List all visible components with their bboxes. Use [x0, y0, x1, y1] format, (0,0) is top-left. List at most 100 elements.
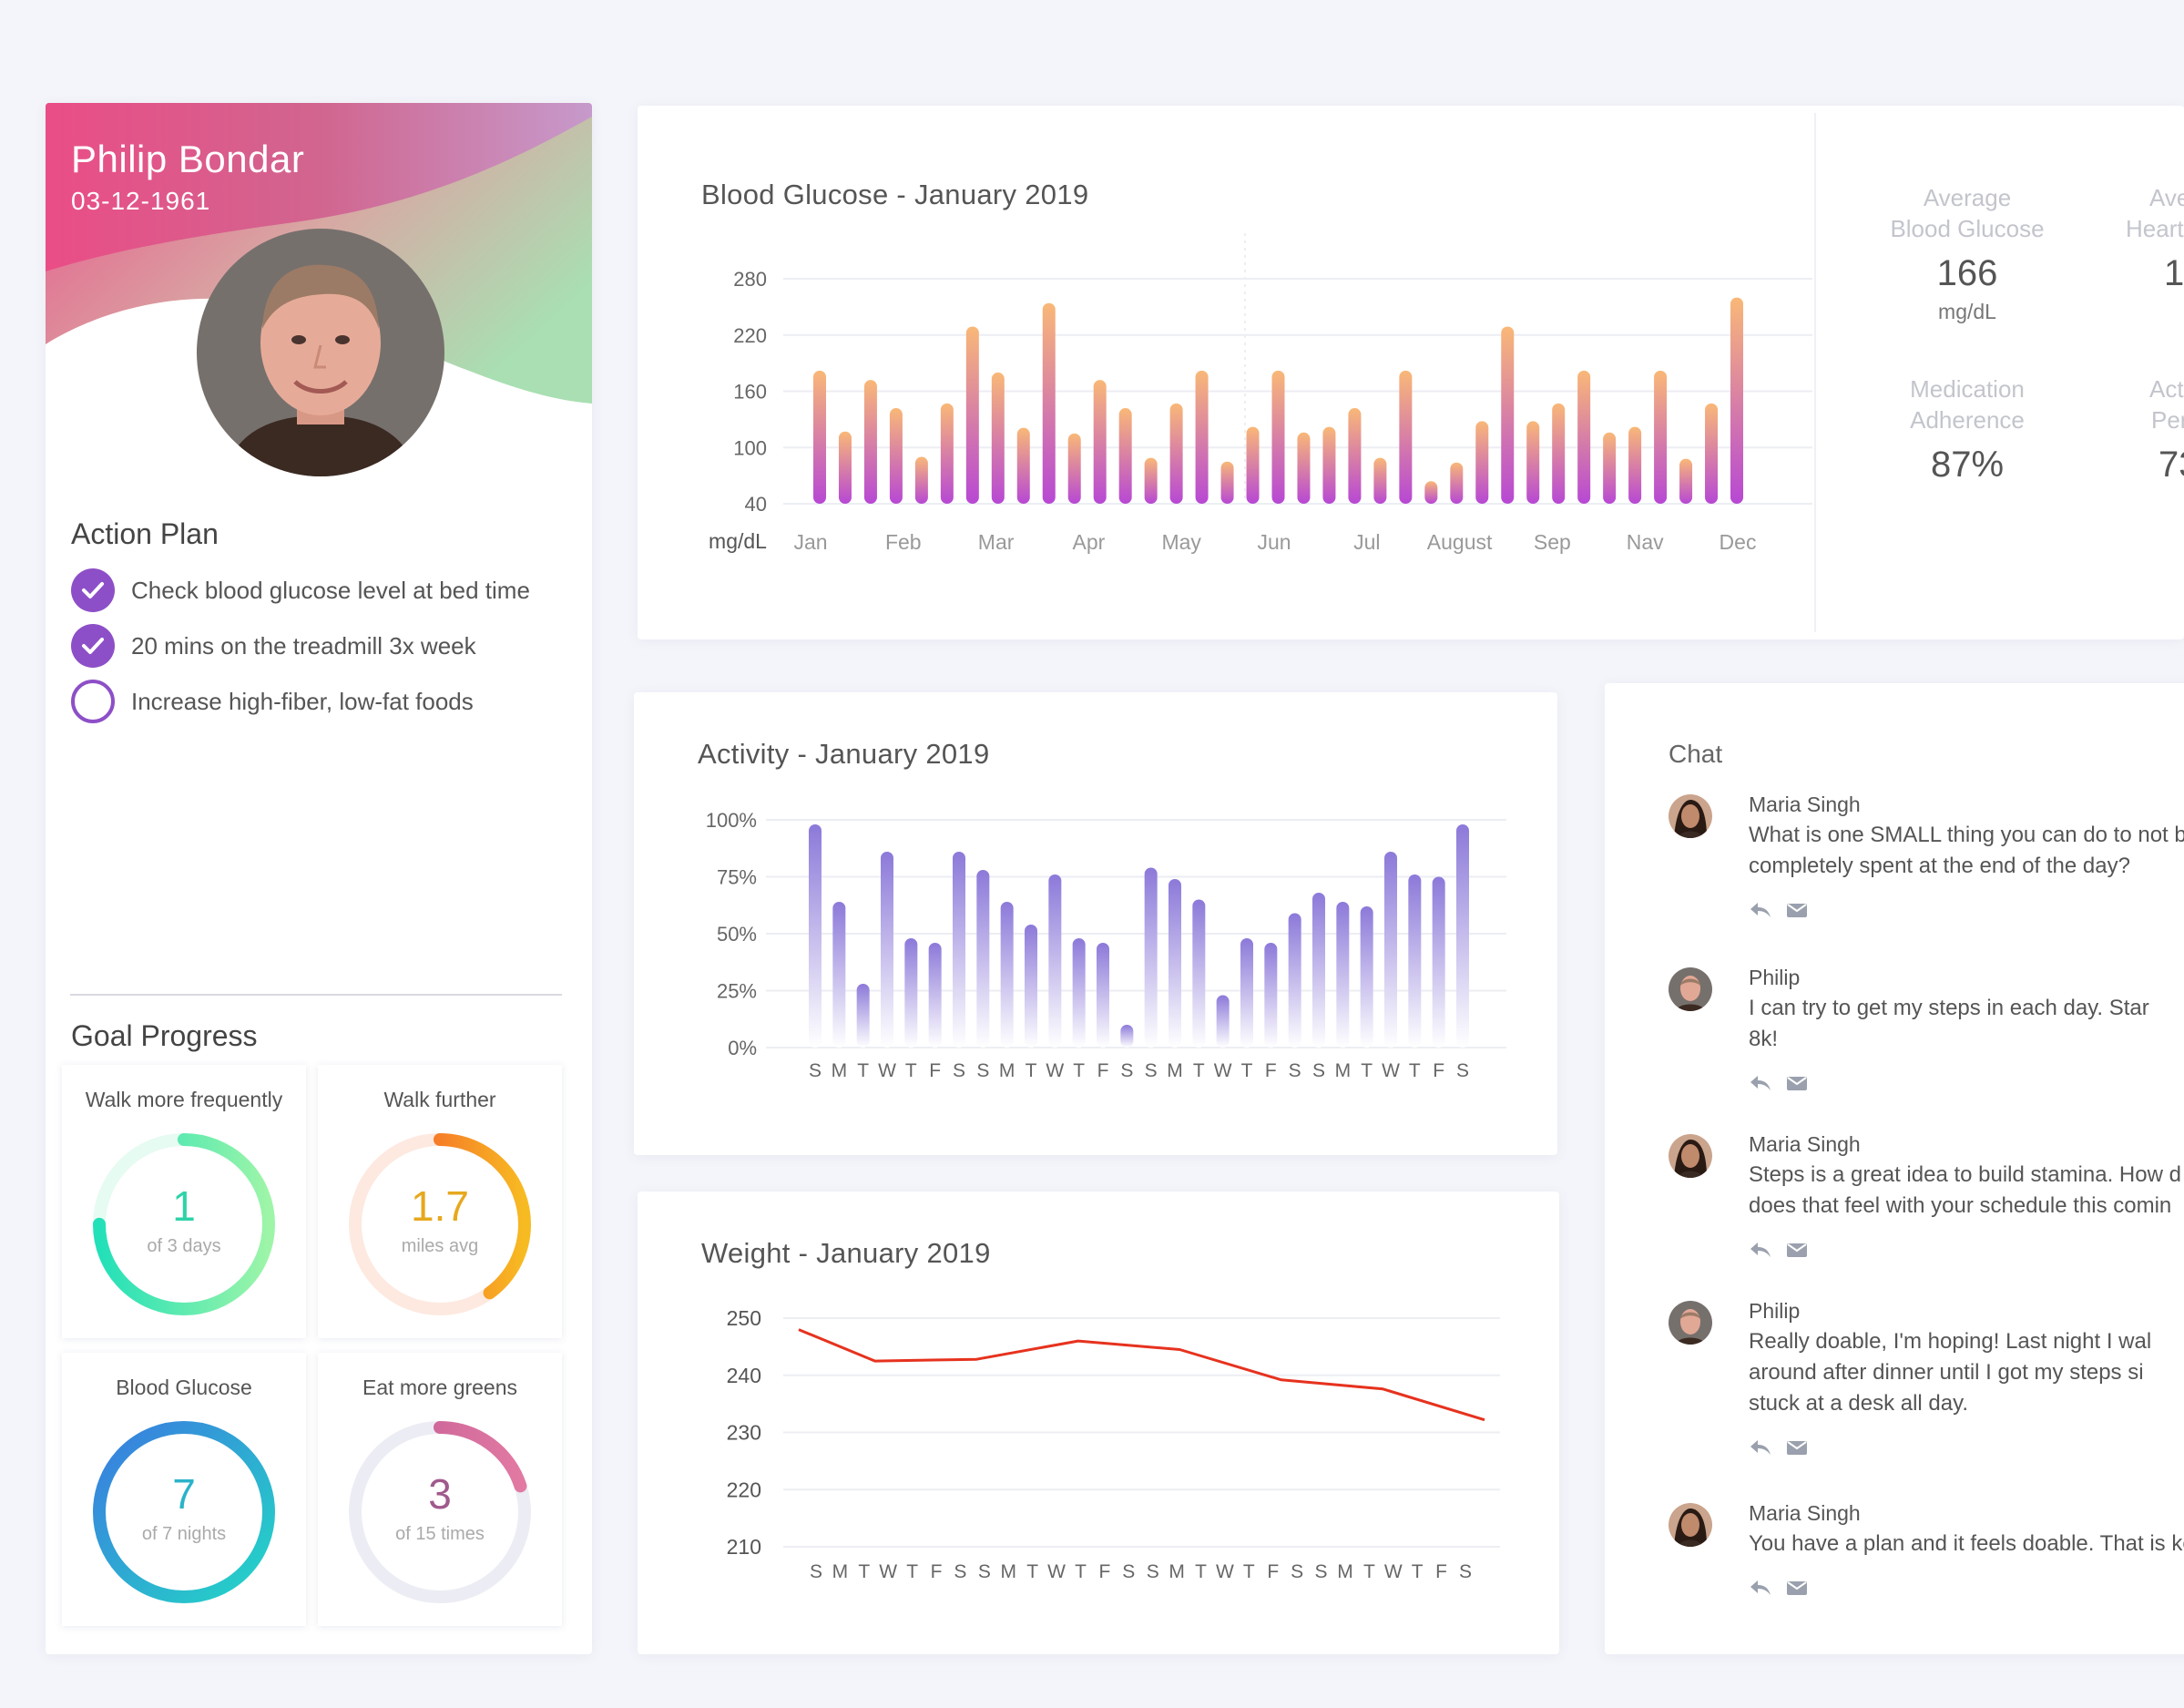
x-tick-label: S — [810, 1561, 822, 1582]
checkmark-icon[interactable] — [71, 624, 115, 668]
chart-title: Blood Glucose - January 2019 — [701, 179, 1089, 210]
action-item[interactable]: Increase high-fiber, low-fat foods — [71, 680, 474, 723]
action-item[interactable]: Check blood glucose level at bed time — [71, 568, 530, 612]
glucose-bar — [1348, 408, 1362, 504]
weight-card: Weight - January 2019 250 240 230 220 210 S M T… — [638, 1192, 1559, 1654]
message-sender: Maria Singh — [1749, 1501, 1861, 1525]
goal-card[interactable]: Blood Glucose 7 of 7 nights — [62, 1353, 306, 1626]
goal-card[interactable]: Walk more frequently 1 of 3 days — [62, 1065, 306, 1338]
mail-icon[interactable] — [1785, 1578, 1809, 1602]
activity-bar — [1432, 876, 1445, 1048]
stat-label: Ave — [2149, 184, 2184, 211]
x-tick-label: F — [1435, 1561, 1447, 1582]
goal-title: Walk further — [383, 1088, 496, 1111]
reply-icon[interactable] — [1749, 900, 1772, 925]
stat-average-heart: Ave Heart 12 — [2104, 182, 2184, 294]
divider — [1814, 113, 1816, 632]
x-tick-label: S — [1459, 1561, 1472, 1582]
y-tick-label: 100 — [733, 436, 767, 459]
goal-value: 3 — [428, 1470, 452, 1518]
activity-bar — [881, 852, 893, 1048]
action-item[interactable]: 20 mins on the treadmill 3x week — [71, 624, 476, 668]
activity-bar — [1072, 938, 1086, 1048]
activity-bar — [1097, 943, 1109, 1048]
message-line: You have a plan and it feels doable. Tha… — [1749, 1531, 2184, 1556]
y-tick-label: 220 — [733, 324, 767, 347]
x-tick-label: Mar — [978, 530, 1015, 554]
x-tick-label: May — [1161, 530, 1201, 554]
message-sender: Maria Singh — [1749, 1132, 1861, 1156]
x-tick-label: S — [1312, 1060, 1325, 1081]
reply-icon[interactable] — [1749, 1578, 1772, 1602]
x-tick-label: T — [1241, 1060, 1253, 1081]
activity-chart: 100%75%50%25%0%S M T W T F S S M T W T F S S M T W T F S S M T W… — [706, 809, 1506, 1081]
glucose-bar — [1730, 297, 1743, 504]
action-item-label: Check blood glucose level at bed time — [131, 576, 530, 604]
glucose-bar — [1424, 481, 1438, 504]
x-tick-label: S — [978, 1561, 991, 1582]
reply-icon[interactable] — [1749, 1240, 1772, 1264]
activity-bar — [1216, 995, 1230, 1048]
x-tick-label: F — [1433, 1060, 1444, 1081]
x-tick-label: August — [1427, 530, 1493, 554]
y-tick-label: 0% — [728, 1037, 757, 1059]
activity-bar — [1169, 879, 1181, 1048]
x-tick-label: F — [1265, 1060, 1277, 1081]
x-tick-label: M — [1169, 1561, 1185, 1582]
goal-card[interactable]: Eat more greens 3 of 15 times — [318, 1353, 562, 1626]
x-tick-label: T — [1361, 1060, 1373, 1081]
avatar[interactable] — [1669, 1301, 1712, 1345]
activity-bar — [1192, 899, 1206, 1048]
activity-bar — [1360, 906, 1373, 1048]
x-tick-label: T — [1195, 1561, 1207, 1582]
x-tick-label: T — [1026, 1060, 1037, 1081]
goal-ring — [349, 1421, 531, 1603]
x-tick-label: M — [1337, 1561, 1353, 1582]
glucose-bar — [1144, 457, 1158, 504]
message-sender: Maria Singh — [1749, 793, 1861, 816]
x-tick-label: W — [878, 1060, 896, 1081]
message-line: 8k! — [1749, 1027, 1779, 1051]
y-tick-label: 25% — [717, 980, 757, 1003]
reply-icon[interactable] — [1749, 1437, 1772, 1462]
glucose-bar — [1271, 370, 1285, 504]
glucose-bar — [1501, 326, 1515, 504]
glucose-bar — [1322, 426, 1336, 504]
activity-bar — [928, 943, 942, 1048]
x-tick-label: W — [1046, 1060, 1064, 1081]
stat-label: Heart — [2126, 215, 2184, 242]
message-text: What is one SMALL thing you can do to no… — [1749, 820, 2184, 882]
avatar[interactable] — [1669, 1134, 1712, 1178]
mail-icon[interactable] — [1785, 1437, 1809, 1462]
goal-title: Eat more greens — [362, 1376, 518, 1399]
x-tick-label: S — [1315, 1561, 1328, 1582]
activity-bar — [809, 824, 822, 1048]
avatar[interactable] — [1669, 967, 1712, 1011]
message-line: does that feel with your schedule this c… — [1749, 1193, 2172, 1218]
glucose-bar — [1654, 370, 1668, 504]
goal-title: Walk more frequently — [85, 1088, 283, 1111]
glucose-bar — [1169, 403, 1183, 504]
x-tick-label: T — [858, 1561, 870, 1582]
goal-ring — [349, 1133, 531, 1315]
empty-checkbox-icon[interactable] — [71, 680, 115, 723]
glucose-bar — [1450, 462, 1464, 504]
checkmark-icon[interactable] — [71, 568, 115, 612]
avatar[interactable] — [1669, 794, 1712, 838]
stat-value: 73 — [2158, 445, 2184, 485]
mail-icon[interactable] — [1785, 900, 1809, 925]
goal-value: 1.7 — [411, 1182, 469, 1230]
mail-icon[interactable] — [1785, 1240, 1809, 1264]
glucose-bar — [1373, 457, 1387, 504]
avatar[interactable] — [1669, 1503, 1712, 1547]
chat-card: Chat Maria Singh What is one SMALL thing … — [1605, 683, 2184, 1654]
glucose-bar — [1399, 370, 1413, 504]
y-tick-label: 50% — [717, 923, 757, 946]
x-tick-label: F — [1267, 1561, 1279, 1582]
goal-card[interactable]: Walk further 1.7 miles avg — [318, 1065, 562, 1338]
x-tick-label: F — [931, 1561, 943, 1582]
reply-icon[interactable] — [1749, 1073, 1772, 1098]
x-tick-label: S — [1289, 1060, 1301, 1081]
mail-icon[interactable] — [1785, 1073, 1809, 1098]
